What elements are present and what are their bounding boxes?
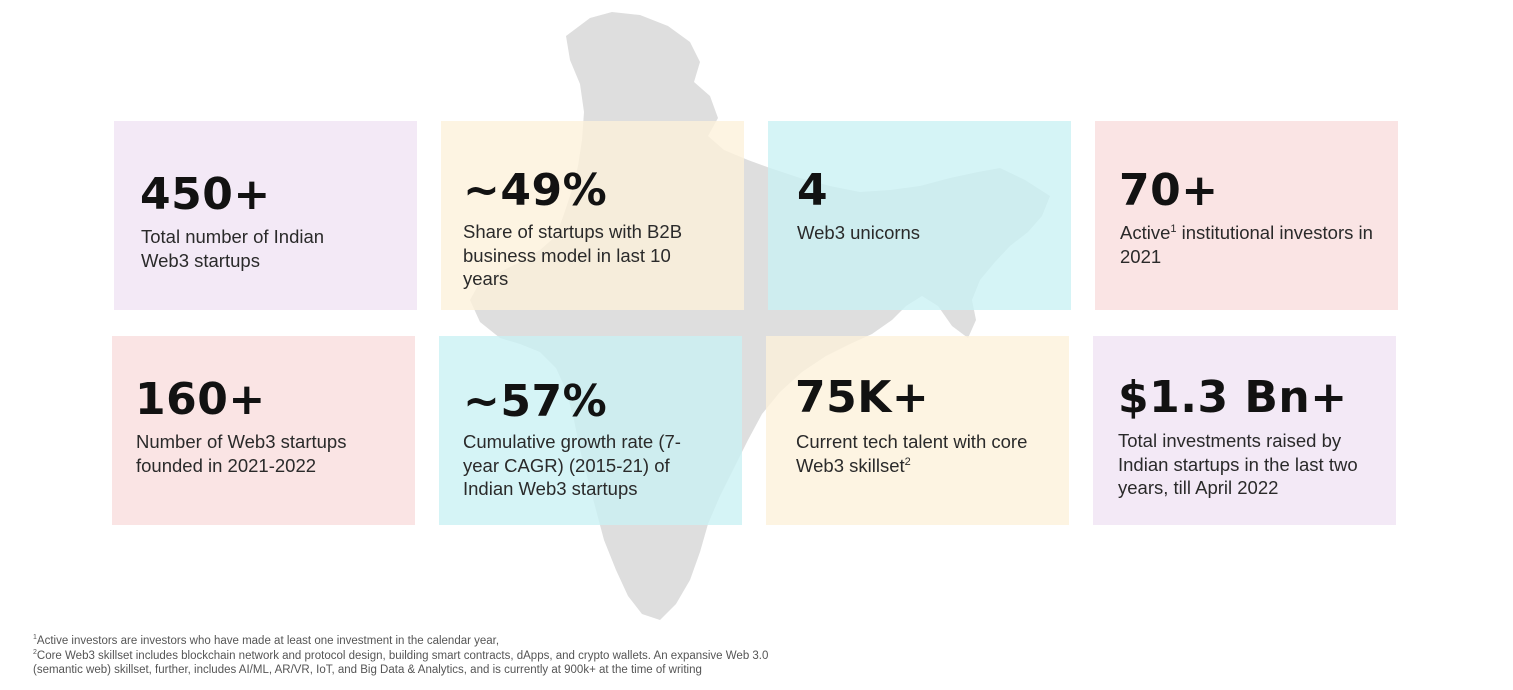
footnote-marker: 2: [33, 648, 37, 656]
footnote-2-continued: (semantic web) skillset, further, includ…: [33, 663, 768, 678]
stat-description: Active1 institutional investors in 2021: [1120, 221, 1380, 268]
stat-value: 4: [797, 165, 829, 216]
stat-description: Current tech talent with core Web3 skill…: [796, 430, 1056, 477]
footnote-marker: 1: [33, 634, 37, 642]
stat-value: 75K+: [795, 372, 930, 423]
stat-card-founded-2021-2022: 160+ Number of Web3 startups founded in …: [112, 336, 415, 525]
footnote-1: 1Active investors are investors who have…: [33, 634, 768, 649]
desc-text: institutional investors in 2021: [1120, 222, 1373, 267]
stat-card-unicorns: 4 Web3 unicorns: [768, 121, 1071, 310]
stat-value: 450+: [140, 169, 271, 220]
stat-description: Web3 unicorns: [797, 222, 921, 243]
stat-card-cagr: ~57% Cumulative growth rate (7-year CAGR…: [439, 336, 742, 525]
desc-text: Current tech talent with core Web3 skill…: [796, 431, 1028, 476]
stat-card-background: [768, 121, 1071, 310]
footnote-marker: 1: [1170, 222, 1177, 235]
india-map-shape: [470, 12, 1050, 620]
footnote-marker: 2: [904, 455, 911, 468]
stat-card-background: [1093, 336, 1396, 525]
stat-value: 160+: [135, 374, 266, 425]
stat-value: ~57%: [463, 376, 608, 427]
stat-card-active-investors: 70+ Active1 institutional investors in 2…: [1095, 121, 1398, 310]
stat-description: Share of startups with B2B business mode…: [463, 221, 683, 289]
stat-description: Total number of Indian Web3 startups: [141, 226, 325, 271]
stat-card-background: [441, 121, 744, 310]
stat-description: Total investments raised by Indian start…: [1118, 430, 1358, 498]
stat-description: Cumulative growth rate (7-year CAGR) (20…: [463, 431, 681, 499]
stat-card-investments: $1.3 Bn+ Total investments raised by Ind…: [1093, 336, 1396, 525]
stat-value: 70+: [1119, 165, 1219, 216]
footnote-text: Active investors are investors who have …: [36, 635, 500, 647]
stat-card-background: [112, 336, 415, 525]
stat-card-b2b-share: ~49% Share of startups with B2B business…: [441, 121, 744, 310]
stat-value: ~49%: [463, 165, 608, 216]
stat-card-total-startups: 450+ Total number of Indian Web3 startup…: [114, 121, 417, 310]
footnote-text: (semantic web) skillset, further, includ…: [33, 664, 702, 676]
stat-card-tech-talent: 75K+ Current tech talent with core Web3 …: [766, 336, 1069, 525]
footnote-text: Core Web3 skillset includes blockchain n…: [36, 649, 769, 662]
stat-card-background: [766, 336, 1069, 525]
footnotes: 1Active investors are investors who have…: [33, 634, 768, 678]
desc-text: Active: [1120, 222, 1171, 243]
stat-card-background: [439, 336, 742, 525]
footnote-2: 2Core Web3 skillset includes blockchain …: [33, 649, 768, 664]
stat-card-background: [114, 121, 417, 310]
stat-card-background: [1095, 121, 1398, 310]
stat-description: Number of Web3 startups founded in 2021-…: [136, 431, 347, 476]
stat-value: $1.3 Bn+: [1118, 372, 1348, 423]
